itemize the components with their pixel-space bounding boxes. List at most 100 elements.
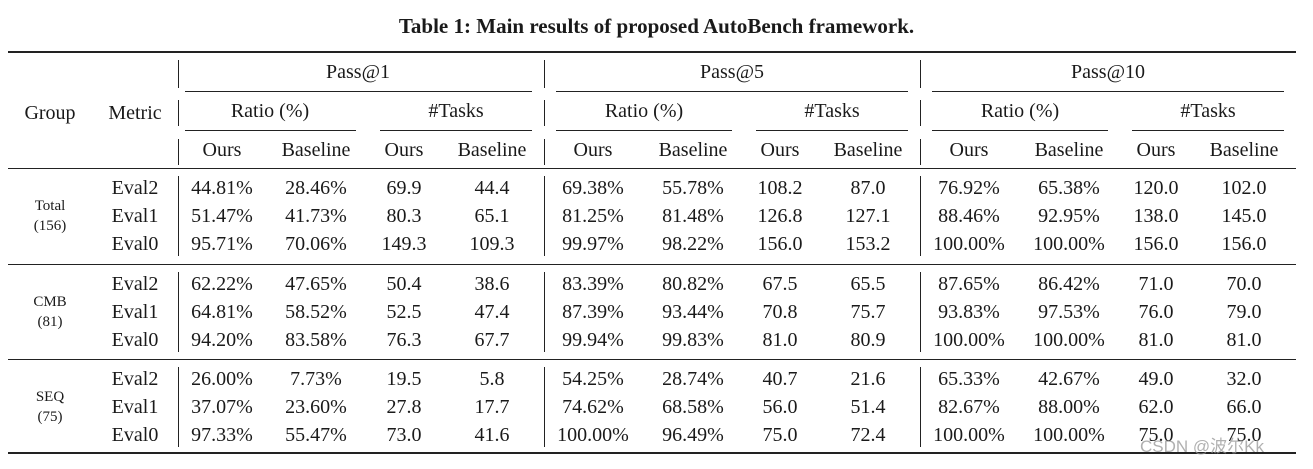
table-cell: 23.60% xyxy=(285,396,347,418)
table-cell: 40.7 xyxy=(762,368,798,390)
metric-label: Eval0 xyxy=(111,424,159,446)
header-rule xyxy=(8,168,1296,169)
table-cell: 99.94% xyxy=(562,329,624,351)
table-cell: 75.0 xyxy=(762,424,798,446)
table-cell: 65.5 xyxy=(850,273,886,295)
table-cell: 153.2 xyxy=(845,233,891,255)
table-cell: 56.0 xyxy=(762,396,798,418)
baseline-header: Baseline xyxy=(658,139,728,161)
table-cell: 58.52% xyxy=(285,301,347,323)
table-cell: 81.0 xyxy=(1138,329,1174,351)
table-cell: 70.0 xyxy=(1226,273,1262,295)
table-cell: 51.4 xyxy=(850,396,886,418)
table-caption: Table 1: Main results of proposed AutoBe… xyxy=(398,14,915,38)
table-cell: 27.8 xyxy=(386,396,422,418)
table-cell: 80.9 xyxy=(850,329,886,351)
col-separator-2 xyxy=(544,100,545,126)
table-cell: 41.73% xyxy=(285,205,347,227)
table-cell: 41.6 xyxy=(474,424,510,446)
sub-underline-1 xyxy=(185,130,356,131)
table-cell: 100.00% xyxy=(1033,233,1105,255)
table-cell: 93.44% xyxy=(662,301,724,323)
col-separator-3 xyxy=(920,139,921,165)
table-cell: 76.3 xyxy=(386,329,422,351)
col-separator-3 xyxy=(920,272,921,352)
ratio-header: Ratio (%) xyxy=(980,100,1060,122)
metric-label: Eval0 xyxy=(111,329,159,351)
table-cell: 72.4 xyxy=(850,424,886,446)
col-separator-2 xyxy=(544,367,545,447)
watermark: CSDN @波尔Kk xyxy=(1140,437,1264,456)
table-cell: 100.00% xyxy=(933,329,1005,351)
table-cell: 100.00% xyxy=(1033,424,1105,446)
table-cell: 55.78% xyxy=(662,177,724,199)
col-separator-1 xyxy=(178,60,179,88)
ours-header: Ours xyxy=(384,139,424,161)
pass-header: Pass@5 xyxy=(700,61,764,83)
table-cell: 156.0 xyxy=(757,233,803,255)
table-cell: 68.58% xyxy=(662,396,724,418)
table-cell: 100.00% xyxy=(933,233,1005,255)
table-cell: 73.0 xyxy=(386,424,422,446)
col-separator-2 xyxy=(544,176,545,256)
bottom-rule xyxy=(8,452,1296,454)
table-cell: 32.0 xyxy=(1226,368,1262,390)
metric-header: Metric xyxy=(108,102,162,124)
table-cell: 87.39% xyxy=(562,301,624,323)
table-cell: 109.3 xyxy=(469,233,515,255)
table-cell: 70.06% xyxy=(285,233,347,255)
table-cell: 49.0 xyxy=(1138,368,1174,390)
table-cell: 93.83% xyxy=(938,301,1000,323)
group-rule-1 xyxy=(8,264,1296,265)
col-separator-1 xyxy=(178,139,179,165)
col-separator-3 xyxy=(920,60,921,88)
sub-underline-2 xyxy=(380,130,532,131)
col-separator-3 xyxy=(920,176,921,256)
table-cell: 87.0 xyxy=(850,177,886,199)
table-cell: 100.00% xyxy=(933,424,1005,446)
table-cell: 65.1 xyxy=(474,205,510,227)
ratio-header: Ratio (%) xyxy=(604,100,684,122)
group-count: (75) xyxy=(37,409,63,425)
table-cell: 83.39% xyxy=(562,273,624,295)
table-cell: 62.0 xyxy=(1138,396,1174,418)
sub-underline-6 xyxy=(1132,130,1284,131)
table-cell: 76.0 xyxy=(1138,301,1174,323)
col-separator-2 xyxy=(544,272,545,352)
table-cell: 37.07% xyxy=(191,396,253,418)
table-cell: 86.42% xyxy=(1038,273,1100,295)
table-cell: 97.53% xyxy=(1038,301,1100,323)
table-cell: 87.65% xyxy=(938,273,1000,295)
metric-label: Eval2 xyxy=(111,368,159,390)
pass-header: Pass@10 xyxy=(1071,61,1145,83)
table-cell: 100.00% xyxy=(1033,329,1105,351)
table-cell: 100.00% xyxy=(557,424,629,446)
table-cell: 95.71% xyxy=(191,233,253,255)
table-cell: 47.4 xyxy=(474,301,510,323)
sub-underline-3 xyxy=(556,130,732,131)
table-cell: 44.4 xyxy=(474,177,510,199)
table-cell: 81.0 xyxy=(762,329,798,351)
table-cell: 94.20% xyxy=(191,329,253,351)
table-cell: 26.00% xyxy=(191,368,253,390)
ours-header: Ours xyxy=(202,139,242,161)
pass-underline-1 xyxy=(185,91,532,92)
table-cell: 126.8 xyxy=(757,205,803,227)
baseline-header: Baseline xyxy=(833,139,903,161)
metric-label: Eval0 xyxy=(111,233,159,255)
table-cell: 80.82% xyxy=(662,273,724,295)
table-cell: 156.0 xyxy=(1221,233,1267,255)
table-cell: 83.58% xyxy=(285,329,347,351)
group-name: CMB xyxy=(33,294,67,310)
col-separator-3 xyxy=(920,100,921,126)
tasks-header: #Tasks xyxy=(428,100,484,122)
table-cell: 50.4 xyxy=(386,273,422,295)
col-separator-1 xyxy=(178,272,179,352)
ratio-header: Ratio (%) xyxy=(230,100,310,122)
table-cell: 74.62% xyxy=(562,396,624,418)
table-cell: 66.0 xyxy=(1226,396,1262,418)
table-cell: 102.0 xyxy=(1221,177,1267,199)
table-cell: 47.65% xyxy=(285,273,347,295)
baseline-header: Baseline xyxy=(281,139,351,161)
table-cell: 82.67% xyxy=(938,396,1000,418)
